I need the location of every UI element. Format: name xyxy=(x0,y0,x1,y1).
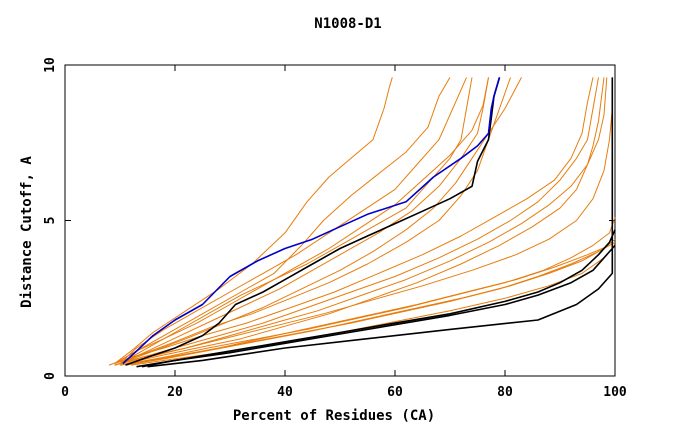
series-line-black-upper xyxy=(125,77,501,366)
x-tick-label: 80 xyxy=(497,385,513,400)
series-line-black-low-b xyxy=(141,244,616,368)
y-tick-label: 10 xyxy=(43,57,58,73)
series-line-orange-18 xyxy=(125,244,610,366)
series-lines xyxy=(108,77,616,368)
series-line-orange-17 xyxy=(130,245,616,366)
series-line-orange-10 xyxy=(114,77,599,366)
plot-frame xyxy=(64,64,616,377)
tick-labels: 0 20 40 60 80 100 0 5 10 xyxy=(43,57,627,400)
x-axis-label: Percent of Residues (CA) xyxy=(233,408,435,424)
x-tick-label: 60 xyxy=(387,385,403,400)
y-tick-label: 0 xyxy=(43,372,58,380)
chart-title: N1008-D1 xyxy=(314,16,381,32)
series-line-orange-05 xyxy=(119,77,489,365)
series-line-orange-01 xyxy=(114,77,393,364)
series-line-orange-09 xyxy=(108,77,594,366)
series-line-orange-15 xyxy=(125,238,616,366)
y-axis-label: Distance Cutoff, A xyxy=(19,156,35,308)
x-tick-label: 20 xyxy=(167,385,183,400)
x-tick-label: 40 xyxy=(277,385,293,400)
series-line-orange-13 xyxy=(114,108,613,366)
series-line-orange-12 xyxy=(119,77,605,366)
series-line-highlighted-blue xyxy=(122,77,501,365)
series-line-orange-03 xyxy=(119,77,467,364)
series-line-black-low-a xyxy=(136,229,616,368)
x-tick-label: 100 xyxy=(603,385,627,400)
x-tick-label: 0 xyxy=(61,385,69,400)
series-line-orange-11 xyxy=(114,77,608,366)
series-line-orange-07 xyxy=(119,77,522,365)
axes-frame xyxy=(64,64,616,377)
series-line-orange-06 xyxy=(114,77,511,365)
series-line-orange-04 xyxy=(119,77,473,365)
series-line-orange-16 xyxy=(119,241,616,366)
y-tick-label: 5 xyxy=(43,217,58,225)
series-line-black-low-c xyxy=(147,77,614,368)
series-line-orange-08 xyxy=(114,77,489,365)
series-line-orange-02 xyxy=(114,77,451,365)
